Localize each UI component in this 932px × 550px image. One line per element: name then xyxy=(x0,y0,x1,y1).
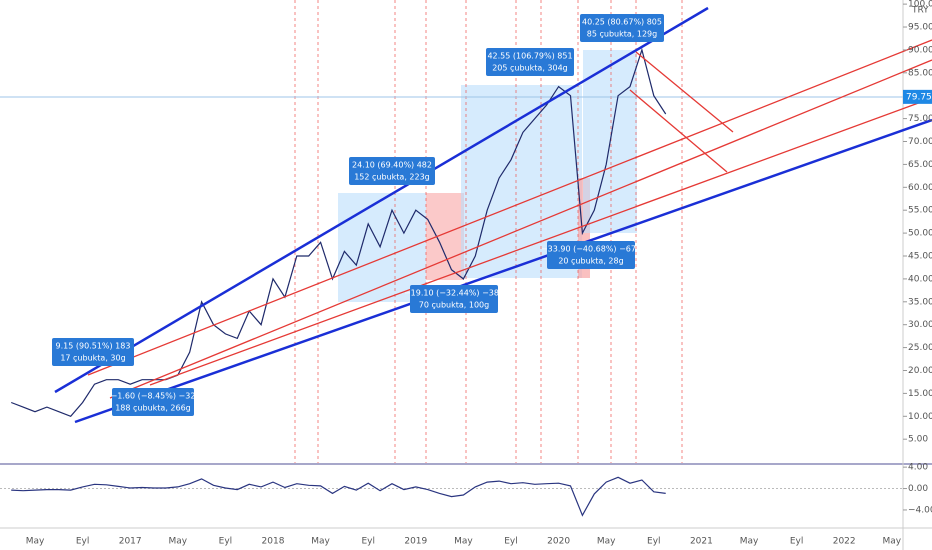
y2-tick-label: −4.00 xyxy=(908,505,932,515)
x-tick-label: May xyxy=(597,537,616,547)
annotation-detail: 205 çubukta, 304g xyxy=(492,64,568,73)
x-tick-label: 2017 xyxy=(119,537,142,547)
channel-lines xyxy=(87,39,932,399)
y-tick-label: 65.00 xyxy=(908,160,932,170)
x-tick-label: Eyl xyxy=(76,537,90,547)
x-tick-label: May xyxy=(882,537,901,547)
y-tick-label: 30.00 xyxy=(908,320,932,330)
x-tick-label: 2018 xyxy=(262,537,285,547)
annotation-detail: 70 çubukta, 100g xyxy=(419,301,489,310)
y-tick-label: 5.00 xyxy=(908,435,928,445)
annotation-detail: 152 çubukta, 223g xyxy=(354,173,430,182)
annotation-value: −1.60 (−8.45%) −32 xyxy=(111,392,196,401)
x-tick-label: May xyxy=(740,537,759,547)
range-box xyxy=(426,193,464,280)
y-tick-label: 25.00 xyxy=(908,343,932,353)
trend-lines xyxy=(54,6,932,424)
last-price-label: 79.75 xyxy=(906,92,932,102)
annotation-box xyxy=(349,157,435,185)
y-tick-label: 50.00 xyxy=(908,229,932,239)
y-tick-label: 35.00 xyxy=(908,297,932,307)
y-tick-label: 55.00 xyxy=(908,206,932,216)
x-tick-label: Eyl xyxy=(790,537,804,547)
annotation-box xyxy=(580,14,664,42)
x-tick-label: May xyxy=(311,537,330,547)
price-line xyxy=(10,47,667,418)
y-tick-label: 10.00 xyxy=(908,412,932,422)
last-price-tag xyxy=(903,89,932,104)
annotation-detail: 188 çubukta, 266g xyxy=(115,404,191,413)
annotations: 9.15 (90.51%) 183 17 çubukta, 30g −1.60 (−… xyxy=(52,14,664,416)
x-tick-label: Eyl xyxy=(647,537,661,547)
annotation-box xyxy=(486,48,574,76)
annotation-value: 9.15 (90.51%) 183 xyxy=(56,342,131,351)
y-tick-label: 100.00 xyxy=(908,0,932,10)
annotation-detail: 85 çubukta, 129g xyxy=(587,30,657,39)
y-tick-label: 15.00 xyxy=(908,389,932,399)
x-tick-label: Eyl xyxy=(219,537,233,547)
annotation-detail: 20 çubukta, 28g xyxy=(558,257,623,266)
x-tick-label: 2020 xyxy=(547,537,570,547)
price-line xyxy=(11,476,666,517)
annotation-box xyxy=(112,388,194,416)
unit-label: TRY xyxy=(911,6,929,16)
annotation-value: 40.25 (80.67%) 805 xyxy=(582,18,662,27)
x-tick-label: Eyl xyxy=(361,537,375,547)
x-tick-label: 2019 xyxy=(404,537,427,547)
annotation-value: −33.90 (−40.68%) −678 xyxy=(541,245,641,254)
y-tick-label: 70.00 xyxy=(908,137,932,147)
x-tick-label: 2021 xyxy=(690,537,713,547)
y2-tick-label: 4.00 xyxy=(908,463,928,473)
y-tick-label: 95.00 xyxy=(908,23,932,33)
annotation-value: 24.10 (69.40%) 482 xyxy=(352,161,432,170)
range-box xyxy=(338,193,426,302)
annotation-box xyxy=(547,241,635,269)
x-tick-label: 2022 xyxy=(833,537,856,547)
plot xyxy=(0,47,903,517)
y-tick-label: 20.00 xyxy=(908,366,932,376)
y2-tick-label: 0.00 xyxy=(908,484,928,494)
vertical-markers xyxy=(294,0,683,463)
x-tick-label: May xyxy=(454,537,473,547)
x-tick-label: May xyxy=(168,537,187,547)
y-tick-label: 90.00 xyxy=(908,45,932,55)
y-tick-label: 75.00 xyxy=(908,114,932,124)
annotation-box xyxy=(52,338,134,366)
x-tick-label: May xyxy=(26,537,45,547)
annotation-value: −19.10 (−32.44%) −382 xyxy=(404,289,504,298)
annotation-box xyxy=(410,285,498,313)
y-tick-label: 60.00 xyxy=(908,183,932,193)
y-tick-label: 85.00 xyxy=(908,68,932,78)
y-tick-label: 45.00 xyxy=(908,252,932,262)
annotation-value: 42.55 (106.79%) 851 xyxy=(487,52,572,61)
y-tick-label: 40.00 xyxy=(908,274,932,284)
x-tick-label: Eyl xyxy=(504,537,518,547)
annotation-detail: 17 çubukta, 30g xyxy=(60,354,125,363)
